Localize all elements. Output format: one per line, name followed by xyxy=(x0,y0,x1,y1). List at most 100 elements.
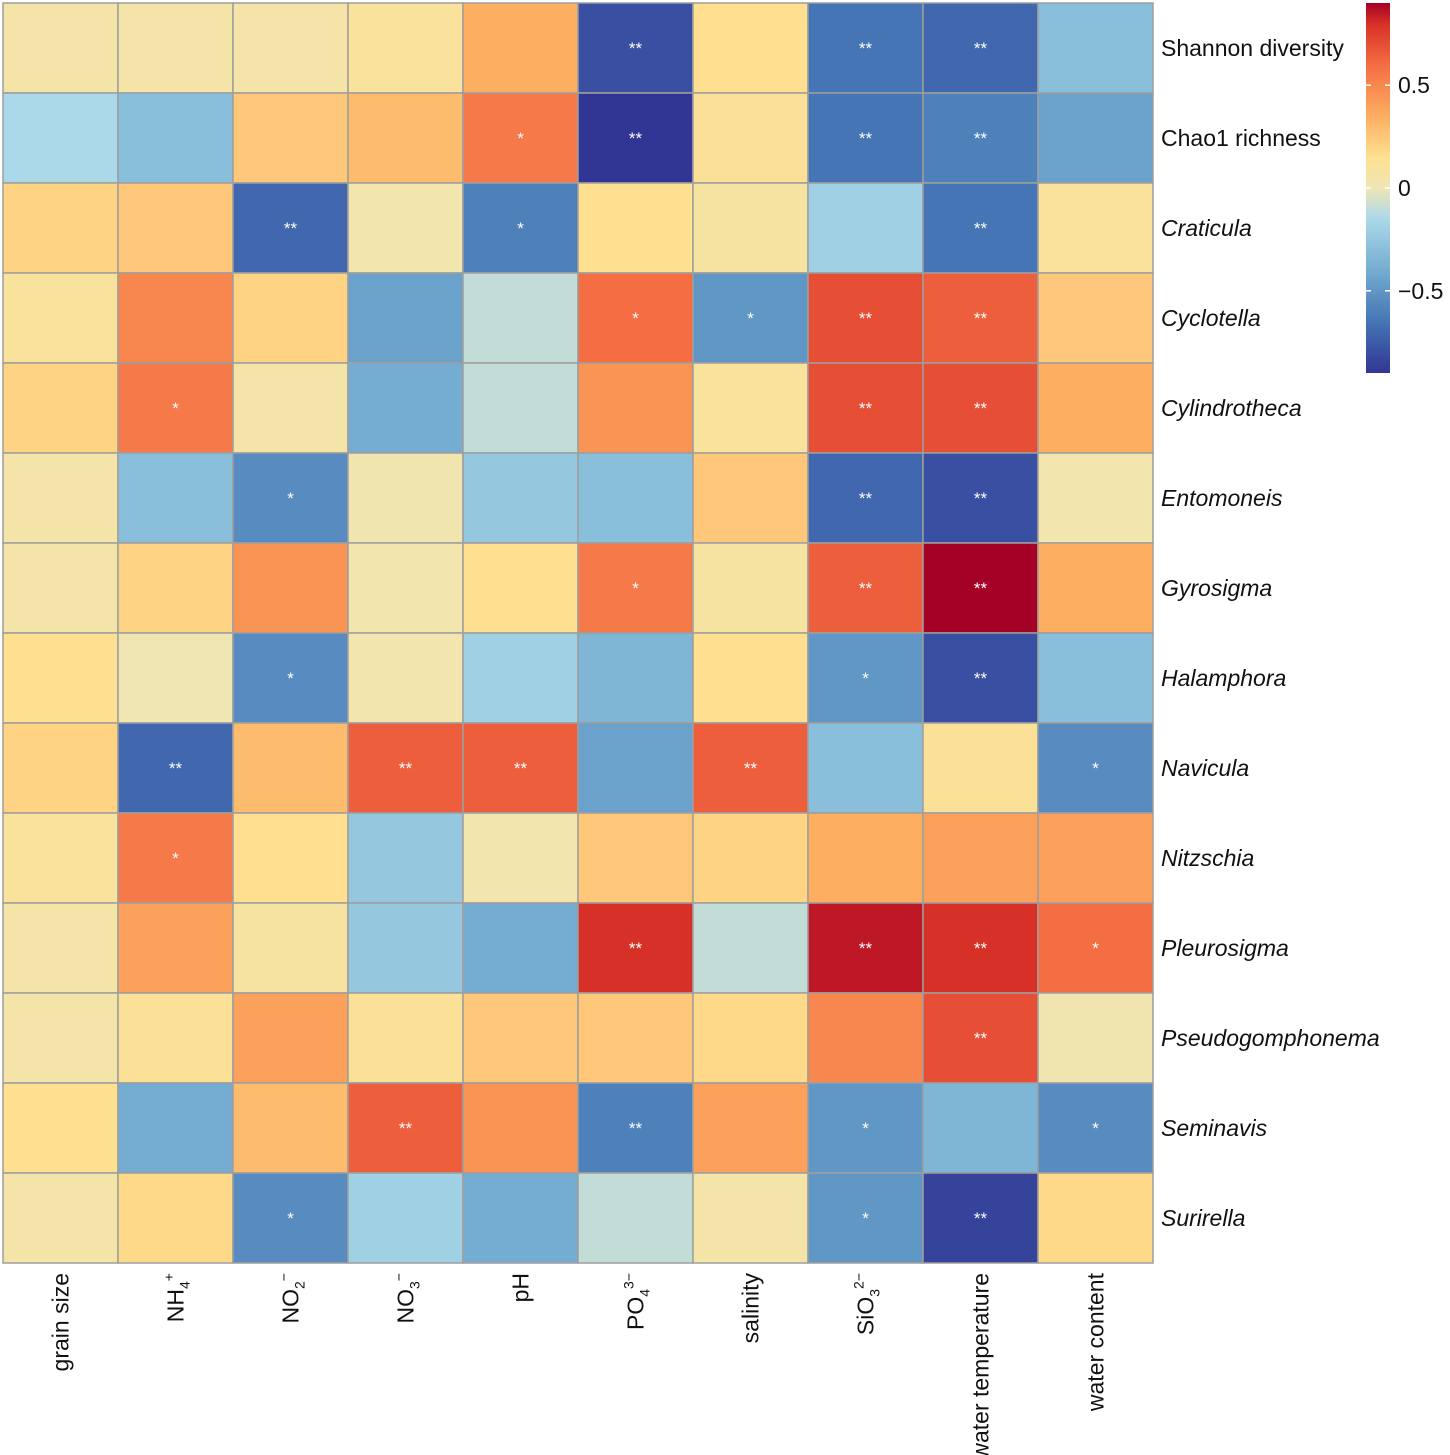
heatmap-cell xyxy=(922,992,1039,1084)
heatmap-cell xyxy=(2,992,119,1084)
heatmap-cell xyxy=(2,902,119,994)
legend-tick-label: −0.5 xyxy=(1398,278,1443,304)
heatmap-cell xyxy=(1037,362,1154,454)
heatmap-cell xyxy=(692,182,809,274)
significance-mark: ** xyxy=(629,129,643,148)
heatmap-cells xyxy=(2,2,1154,1264)
significance-mark: * xyxy=(1092,1119,1099,1138)
heatmap-cell xyxy=(117,452,234,544)
heatmap-cell xyxy=(692,992,809,1084)
heatmap-cell xyxy=(2,182,119,274)
significance-mark: * xyxy=(517,219,524,238)
heatmap-cell xyxy=(922,272,1039,364)
significance-mark: ** xyxy=(974,309,988,328)
significance-mark: ** xyxy=(974,129,988,148)
heatmap-cell xyxy=(692,902,809,994)
significance-mark: * xyxy=(632,309,639,328)
significance-mark: ** xyxy=(974,669,988,688)
column-label: grain size xyxy=(48,1273,74,1371)
significance-mark: ** xyxy=(974,489,988,508)
heatmap-cell xyxy=(807,182,924,274)
significance-mark: * xyxy=(517,129,524,148)
heatmap-cell xyxy=(232,452,349,544)
column-label: water content xyxy=(1083,1272,1109,1412)
column-labels: grain size NH4+ NO2− NO3− pH PO43− salinity SiO… xyxy=(48,1272,1109,1455)
row-label: Chao1 richness xyxy=(1161,125,1321,151)
significance-mark: * xyxy=(632,579,639,598)
significance-mark: ** xyxy=(629,39,643,58)
heatmap-cell xyxy=(1037,272,1154,364)
heatmap-cell xyxy=(807,2,924,94)
row-label: Seminavis xyxy=(1161,1115,1268,1141)
heatmap-cell xyxy=(922,1082,1039,1174)
row-label: Nitzschia xyxy=(1161,845,1254,871)
heatmap-cell xyxy=(807,92,924,184)
heatmap-cell xyxy=(2,1082,119,1174)
significance-mark: ** xyxy=(974,399,988,418)
heatmap-cell xyxy=(1037,542,1154,634)
heatmap-cell xyxy=(232,2,349,94)
heatmap-cell xyxy=(1037,182,1154,274)
heatmap-cell xyxy=(2,272,119,364)
heatmap-cell xyxy=(347,272,464,364)
heatmap-cell xyxy=(807,992,924,1084)
heatmap-cell xyxy=(2,722,119,814)
heatmap-cell xyxy=(577,362,694,454)
significance-mark: ** xyxy=(399,1119,413,1138)
heatmap-cell xyxy=(922,2,1039,94)
row-labels: Shannon diversity Chao1 richness Craticula… xyxy=(1161,35,1380,1231)
heatmap-cell xyxy=(577,542,694,634)
significance-mark: ** xyxy=(859,489,873,508)
heatmap-cell xyxy=(2,452,119,544)
row-label: Pleurosigma xyxy=(1161,935,1289,961)
heatmap-cell xyxy=(232,272,349,364)
heatmap-cell xyxy=(2,812,119,904)
heatmap-cell xyxy=(692,2,809,94)
heatmap-cell xyxy=(232,362,349,454)
heatmap-cell xyxy=(347,92,464,184)
significance-mark: * xyxy=(287,489,294,508)
significance-mark: ** xyxy=(974,579,988,598)
heatmap-cell xyxy=(692,542,809,634)
significance-mark: * xyxy=(862,669,869,688)
heatmap-cell xyxy=(1037,2,1154,94)
heatmap-cell xyxy=(2,362,119,454)
heatmap-cell xyxy=(1037,992,1154,1084)
column-label: water temperature xyxy=(968,1273,994,1455)
significance-mark: ** xyxy=(974,39,988,58)
heatmap-cell xyxy=(117,902,234,994)
heatmap-cell xyxy=(462,2,579,94)
heatmap-cell xyxy=(807,542,924,634)
heatmap-cell xyxy=(807,1082,924,1174)
heatmap-cell xyxy=(462,812,579,904)
heatmap-cell xyxy=(232,542,349,634)
heatmap-cell xyxy=(232,182,349,274)
heatmap-cell xyxy=(922,542,1039,634)
heatmap-cell xyxy=(577,2,694,94)
heatmap-cell xyxy=(1037,632,1154,724)
color-legend: 0.5 0 −0.5 xyxy=(1366,3,1443,373)
heatmap-cell xyxy=(577,182,694,274)
significance-mark: ** xyxy=(859,399,873,418)
heatmap-cell xyxy=(692,632,809,724)
heatmap-cell xyxy=(117,182,234,274)
heatmap-cell xyxy=(577,722,694,814)
heatmap-cell xyxy=(2,92,119,184)
row-label: Craticula xyxy=(1161,215,1252,241)
significance-mark: * xyxy=(172,849,179,868)
heatmap-cell xyxy=(462,902,579,994)
heatmap-cell xyxy=(347,812,464,904)
heatmap-cell xyxy=(692,92,809,184)
significance-mark: ** xyxy=(974,1029,988,1048)
column-label: NO2− xyxy=(276,1273,308,1323)
heatmap-cell xyxy=(462,542,579,634)
significance-mark: ** xyxy=(859,309,873,328)
significance-mark: * xyxy=(1092,939,1099,958)
heatmap-cell xyxy=(2,2,119,94)
heatmap-cell xyxy=(232,92,349,184)
heatmap-cell xyxy=(117,542,234,634)
heatmap-cell xyxy=(692,272,809,364)
significance-mark: ** xyxy=(514,759,528,778)
significance-mark: ** xyxy=(859,579,873,598)
